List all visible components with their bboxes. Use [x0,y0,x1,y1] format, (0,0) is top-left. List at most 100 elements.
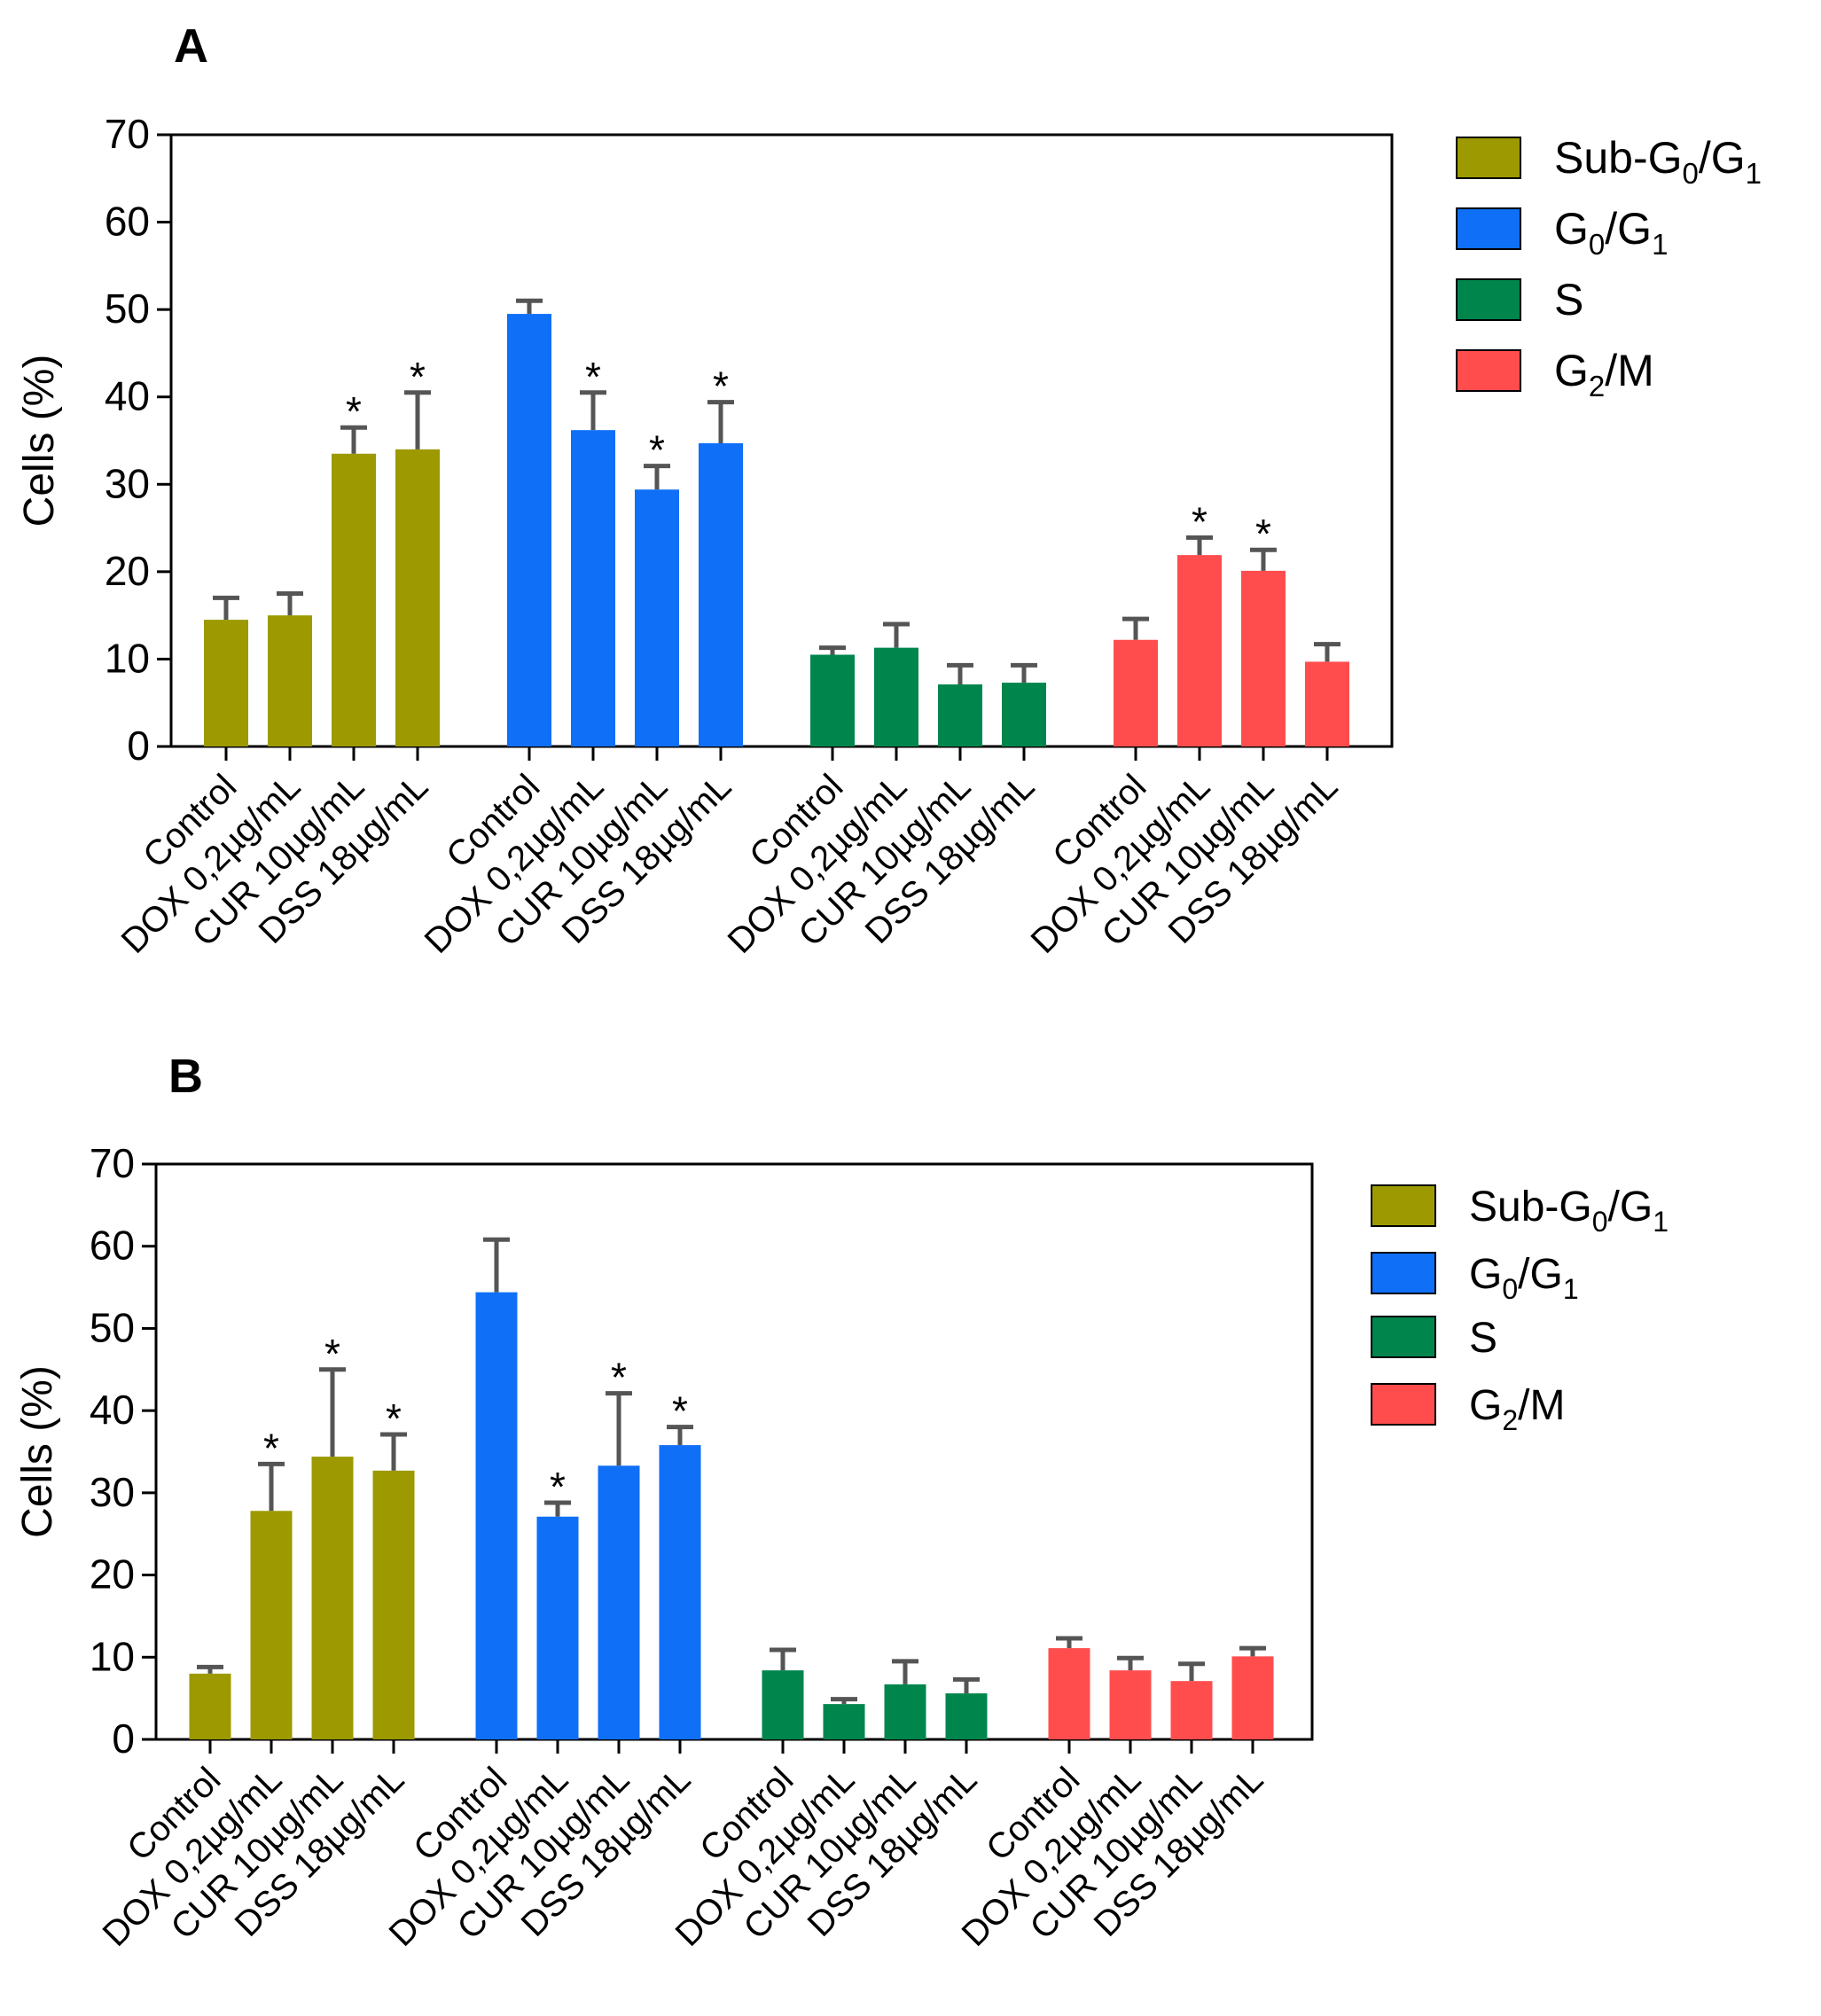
legend-label: G2/M [1469,1382,1565,1436]
y-tick-label: 50 [105,285,150,332]
y-tick-label: 30 [105,460,150,506]
legend-label: Sub-G0/G1 [1554,133,1762,190]
legend-label-slash: /G [1608,1184,1653,1231]
legend-label-subscript: 1 [1653,1206,1669,1238]
y-tick-label: 70 [105,111,150,157]
legend-label-subscript: 2 [1502,1404,1518,1436]
bar [507,314,551,746]
legend-swatch [1371,1383,1436,1426]
legend-label-subscript: 0 [1683,157,1699,190]
significance-marker: * [263,1425,279,1471]
legend-swatch [1456,207,1521,250]
legend-label-main: S [1554,275,1583,324]
bar [1305,661,1349,746]
bar [395,449,440,746]
legend-label: S [1554,275,1583,324]
bar [938,684,982,746]
legend-label: G2/M [1554,346,1654,402]
bar [475,1292,518,1739]
bar [1241,570,1286,746]
legend-label-main: G [1554,346,1589,395]
legend-label-main: Sub-G [1554,133,1683,183]
y-tick-label: 10 [90,1633,135,1679]
bar [659,1445,701,1739]
legend-label-slash: /M [1605,346,1654,395]
y-tick-label: 60 [105,199,150,245]
bar [571,430,615,746]
significance-marker: * [649,427,665,473]
legend-label-main: G [1469,1382,1502,1429]
legend-label: S [1469,1315,1497,1362]
legend-swatch [1371,1252,1436,1294]
bar [1109,1670,1152,1739]
legend-swatch [1456,349,1521,392]
significance-marker: * [585,354,601,400]
significance-marker: * [550,1464,566,1510]
y-tick-label: 30 [90,1469,135,1515]
legend-label: G0/G1 [1469,1251,1579,1305]
y-tick-label: 20 [105,548,150,594]
y-axis-label: Cells (%) [14,1365,61,1538]
y-tick-label: 70 [90,1140,135,1186]
panel-label: B [168,1050,203,1103]
bar [204,620,248,746]
legend-swatch [1456,137,1521,179]
significance-marker: * [713,363,729,410]
bar [1177,555,1222,746]
legend-label-slash: /M [1518,1382,1565,1429]
bar [1048,1648,1090,1739]
plot-frame [154,1162,1314,1741]
bar [311,1457,354,1739]
legend-label: Sub-G0/G1 [1469,1184,1669,1238]
y-tick-label: 0 [112,1715,135,1762]
bar [268,615,312,746]
y-tick-label: 20 [90,1551,135,1598]
y-tick-label: 0 [127,723,150,769]
bar [699,442,743,746]
y-tick-label: 50 [90,1304,135,1350]
bar [884,1684,926,1739]
panel-label: A [174,20,208,73]
bar [189,1673,231,1739]
bar [250,1511,293,1739]
significance-marker: * [1192,498,1207,544]
significance-marker: * [611,1355,627,1401]
legend-label-slash: /G [1699,133,1746,183]
legend-label-subscript: 0 [1592,1206,1608,1238]
bar [372,1470,415,1739]
bar [1114,639,1158,746]
y-tick-label: 60 [90,1223,135,1269]
significance-marker: * [410,354,426,400]
significance-marker: * [1255,511,1271,557]
bar [762,1670,804,1739]
legend-label: G0/G1 [1554,204,1668,261]
bar [1002,683,1046,746]
y-axis-label: Cells (%) [16,355,63,527]
legend-label-subscript: 1 [1652,228,1668,261]
legend-label-subscript: 2 [1589,370,1605,402]
bar [945,1693,988,1739]
legend-label-main: S [1469,1315,1497,1362]
legend-swatch [1456,278,1521,321]
significance-marker: * [672,1388,688,1434]
legend-label-main: G [1554,204,1589,254]
bar [1170,1681,1213,1739]
legend-label-subscript: 0 [1589,228,1605,261]
legend-label-main: G [1469,1251,1502,1298]
plot-frame [169,133,1394,748]
bar [810,654,855,746]
legend-swatch [1371,1316,1436,1358]
significance-marker: * [346,388,362,434]
bar [598,1465,640,1739]
bar [536,1516,579,1739]
legend-label-main: Sub-G [1469,1184,1592,1231]
bar [823,1704,865,1739]
bar [332,453,376,746]
legend-label-subscript: 1 [1746,157,1762,190]
y-tick-label: 10 [105,635,150,681]
legend-label-subscript: 1 [1563,1273,1579,1305]
legend-label-slash: /G [1518,1251,1563,1298]
bar [874,647,918,746]
